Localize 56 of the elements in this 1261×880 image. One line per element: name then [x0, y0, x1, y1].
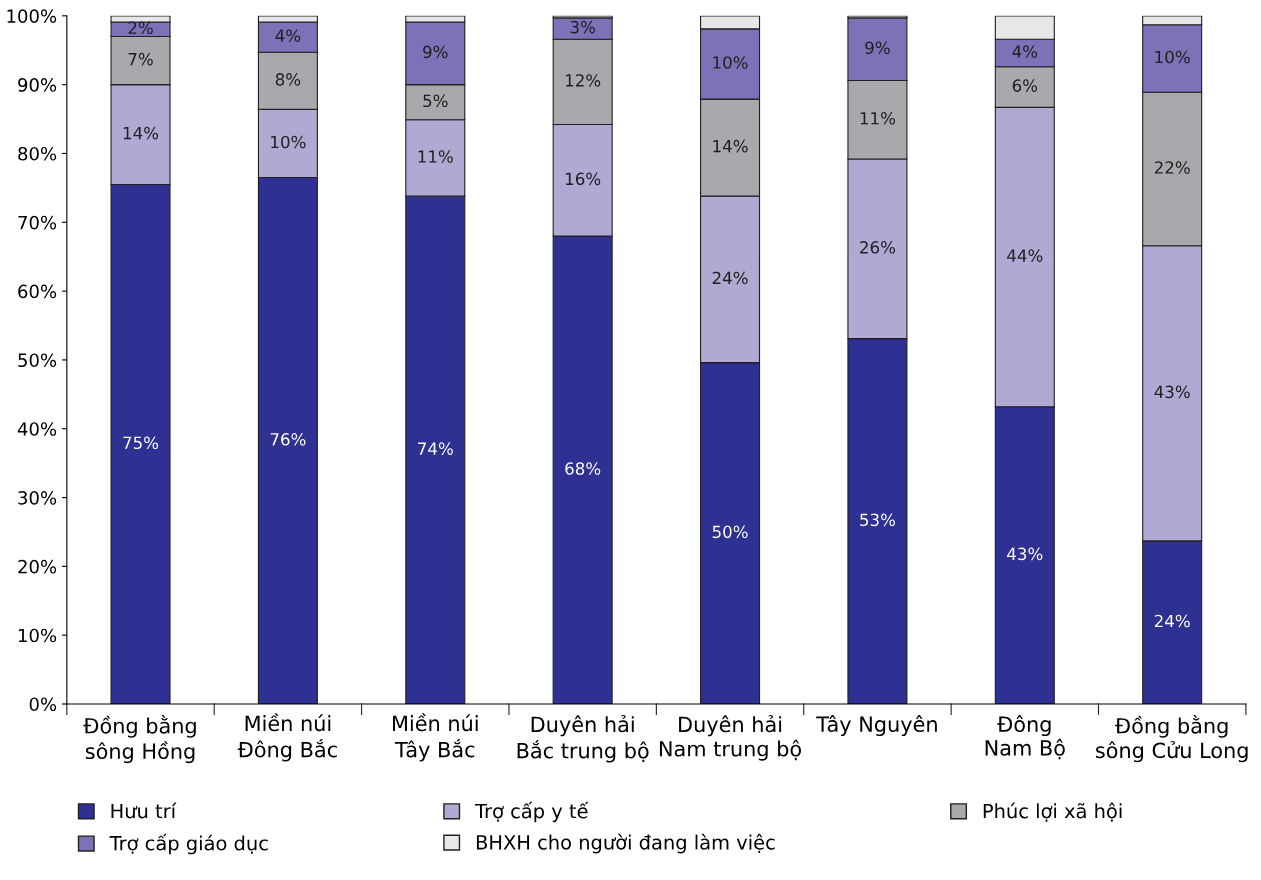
data-label: 8%	[275, 73, 301, 86]
data-label: 11%	[860, 111, 896, 125]
data-label: 14%	[713, 139, 748, 153]
data-label: 22%	[1154, 161, 1190, 174]
data-label: 3%	[570, 20, 595, 34]
data-label: 26%	[860, 241, 896, 254]
legend-label: Phúc lợi xã hội	[983, 802, 1122, 822]
y-tick-label: 70%	[18, 215, 57, 230]
x-tick-label: Miền núi Tây Bắc	[393, 713, 478, 762]
data-label: 10%	[713, 56, 748, 69]
data-label: 53%	[860, 513, 896, 527]
data-label: 4%	[275, 29, 301, 43]
data-label: 68%	[565, 462, 601, 475]
data-label: 43%	[1154, 385, 1190, 399]
data-label: 50%	[712, 525, 748, 539]
data-label: 11%	[418, 150, 453, 163]
data-label: 76%	[270, 433, 306, 446]
y-tick-label: 30%	[18, 491, 57, 505]
x-tick-label: Đồng bằng sông Hồng	[83, 715, 196, 764]
x-tick-label: Duyên hải Bắc trung bộ	[517, 715, 649, 763]
x-tick-label: Tây Nguyên	[816, 715, 937, 737]
x-tick-label: Đồng bằng sông Cửu Long	[1095, 715, 1248, 763]
data-label: 10%	[1155, 50, 1190, 64]
x-tick-label: Duyên hải Nam trung bộ	[659, 715, 802, 761]
data-label: 10%	[271, 135, 306, 149]
y-tick-label: 50%	[18, 353, 57, 368]
y-tick-label: 100%	[7, 9, 57, 23]
x-tick-label: Miền núi Đông Bắc	[237, 713, 337, 762]
data-label: 43%	[1007, 547, 1043, 561]
data-label: 14%	[123, 126, 159, 140]
data-label: 2%	[128, 21, 153, 35]
data-label: 12%	[565, 74, 601, 87]
data-label: 6%	[1012, 79, 1038, 92]
y-tick-label: 60%	[18, 284, 57, 299]
legend-label: Trợ cấp giáo dục	[109, 833, 268, 855]
data-label: 75%	[123, 436, 159, 450]
y-tick-label: 10%	[18, 628, 57, 643]
data-label: 5%	[423, 94, 448, 108]
data-label: 7%	[128, 52, 153, 66]
legend-label: Hưu trí	[111, 802, 177, 819]
data-label: 4%	[1012, 45, 1038, 58]
y-tick-label: 0%	[29, 697, 57, 712]
data-label: 9%	[865, 41, 890, 55]
legend-label: BHXH cho người đang làm việc	[476, 833, 775, 854]
data-label: 16%	[565, 172, 601, 186]
x-tick-label: Đông Nam Bộ	[985, 715, 1065, 760]
data-label: 44%	[1007, 249, 1043, 262]
data-label: 9%	[423, 45, 448, 59]
data-label: 74%	[418, 442, 453, 455]
y-tick-label: 20%	[18, 559, 57, 574]
y-tick-label: 40%	[17, 422, 57, 436]
y-tick-label: 90%	[18, 78, 57, 92]
legend-label: Trợ cấp y tế	[474, 801, 589, 823]
y-tick-label: 80%	[18, 146, 57, 161]
data-label: 24%	[712, 271, 748, 285]
data-label: 24%	[1154, 614, 1190, 628]
